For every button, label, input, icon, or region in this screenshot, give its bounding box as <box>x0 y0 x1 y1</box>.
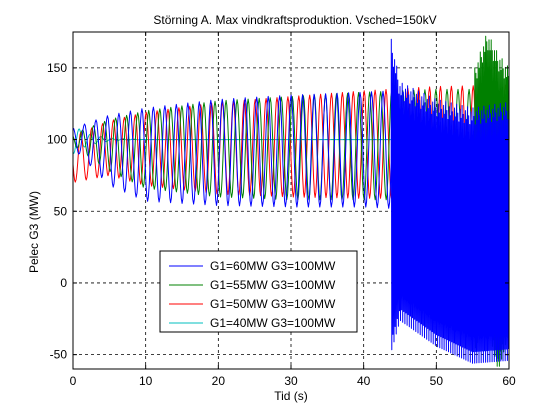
legend-label: G1=50MW G3=100MW <box>210 297 336 311</box>
x-tick-label: 0 <box>70 374 77 388</box>
legend: G1=60MW G3=100MW G1=55MW G3=100MW G1=50MW … <box>159 250 358 333</box>
y-tick-label: 50 <box>54 204 68 218</box>
series-lines <box>73 35 509 367</box>
x-tick-label: 40 <box>357 374 371 388</box>
y-tick-label: -50 <box>50 348 68 362</box>
legend-label: G1=55MW G3=100MW <box>210 278 336 292</box>
legend-label: G1=40MW G3=100MW <box>210 316 336 330</box>
chart-title: Störning A. Max vindkraftsproduktion. Vs… <box>153 13 436 27</box>
x-tick-label: 50 <box>430 374 444 388</box>
x-tick-label: 10 <box>139 374 153 388</box>
x-tick-label: 60 <box>502 374 516 388</box>
legend-label: G1=60MW G3=100MW <box>210 259 336 273</box>
series-viewport <box>73 35 509 367</box>
x-tick-label: 30 <box>284 374 298 388</box>
x-axis-label: Tid (s) <box>274 389 308 403</box>
series-line-1 <box>73 38 509 364</box>
y-tick-label: 100 <box>47 133 67 147</box>
legend-entries: G1=60MW G3=100MW G1=55MW G3=100MW G1=50MW … <box>169 259 336 330</box>
legend-box <box>159 250 358 333</box>
x-tick-label: 20 <box>212 374 226 388</box>
y-tick-label: 150 <box>47 61 67 75</box>
y-tick-label: 0 <box>60 276 67 290</box>
y-axis-label: Pelec G3 (MW) <box>27 191 41 273</box>
